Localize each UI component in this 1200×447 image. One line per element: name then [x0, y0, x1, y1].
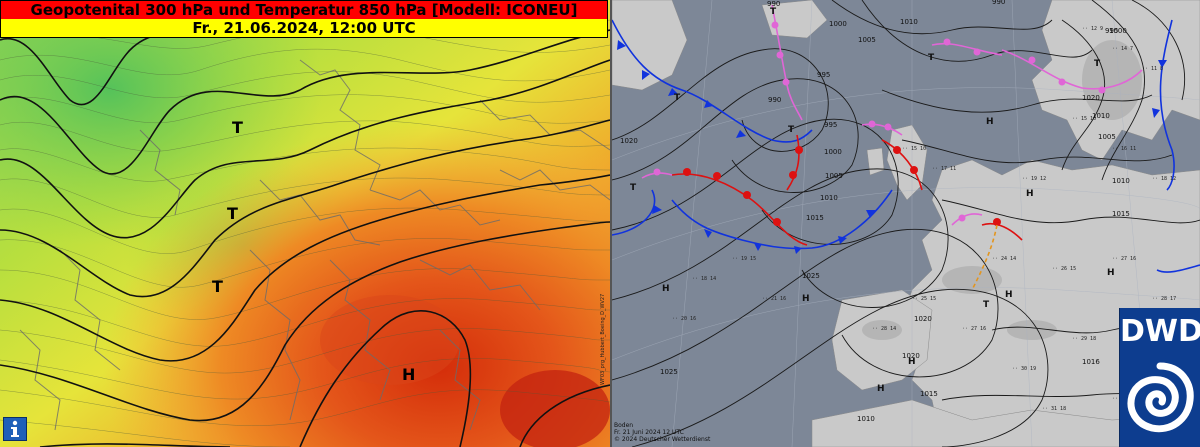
- svg-text:·· 20 16: ·· 20 16: [672, 316, 696, 322]
- isobar-label: 1005: [1098, 133, 1116, 141]
- svg-text:·· 24 14: ·· 24 14: [992, 256, 1016, 262]
- isobar-label: 1020: [914, 315, 932, 323]
- low-center-label: T: [770, 7, 777, 17]
- map-title: Geopotenital 300 hPa und Temperatur 850 …: [1, 1, 607, 19]
- svg-text:·· 28 17: ·· 28 17: [1152, 296, 1176, 302]
- map-id-label: WF03_prg_Hubbert_Boeing_D_WV27: [600, 294, 606, 385]
- svg-text:·· 26 15: ·· 26 15: [1052, 266, 1076, 272]
- isobar-label: 1000: [824, 148, 842, 156]
- isobar-label: 995: [817, 71, 830, 79]
- low-pressure-label: T: [212, 277, 223, 296]
- isobar-label: 1020: [1082, 94, 1100, 102]
- isobar-label: 1020: [902, 352, 920, 360]
- isobar-label: 1010: [820, 194, 838, 202]
- svg-text:·· 18 12: ·· 18 12: [1152, 176, 1176, 182]
- low-center-label: T: [1094, 59, 1101, 69]
- isobar-label: 1025: [660, 368, 678, 376]
- high-pressure-label: H: [402, 365, 415, 384]
- info-button[interactable]: [3, 417, 27, 441]
- map-footer: Boden Fr. 21 Juni 2024 12 UTC © 2024 Deu…: [614, 422, 710, 443]
- logo-text: DWD: [1120, 314, 1200, 349]
- isobar-label: 990: [768, 96, 781, 104]
- isobar-label: 1005: [858, 36, 876, 44]
- svg-text:·· 15 10: ·· 15 10: [1072, 116, 1096, 122]
- isobar-label: 990: [992, 0, 1005, 6]
- map-datetime: Fr., 21.06.2024, 12:00 UTC: [1, 19, 607, 37]
- svg-text:·· 16 11: ·· 16 11: [1112, 146, 1136, 152]
- svg-text:·· 11 8: ·· 11 8: [1142, 66, 1163, 72]
- isobar-label: 1015: [1112, 210, 1130, 218]
- isobar-label: 1010: [900, 18, 918, 26]
- svg-text:·· 31 18: ·· 31 18: [1042, 406, 1066, 412]
- low-center-label: T: [630, 183, 637, 193]
- high-center-label: H: [1107, 268, 1115, 278]
- isobar-label: 1025: [802, 272, 820, 280]
- dwd-logo[interactable]: DWD: [1119, 308, 1200, 447]
- low-pressure-label: T: [227, 204, 238, 223]
- isobar-label: 1020: [620, 137, 638, 145]
- isobar-label: 995: [1105, 27, 1118, 35]
- copyright-notice: © 2024 Deutscher Wetterdienst: [614, 436, 711, 443]
- low-pressure-label: T: [232, 118, 243, 137]
- svg-text:·· 14 7: ·· 14 7: [1112, 46, 1133, 52]
- high-center-label: H: [877, 384, 885, 394]
- isobar-label: 1005: [825, 172, 843, 180]
- low-center-label: T: [928, 53, 935, 63]
- surface-analysis-map: ·· 12 9 ·· 14 7 ·· 11 8 ·· 15 10 ·· 16 11 ·…: [612, 0, 1200, 447]
- high-center-label: H: [986, 117, 994, 127]
- low-center-label: T: [788, 125, 795, 135]
- svg-text:·· 12 9: ·· 12 9: [1082, 26, 1103, 32]
- svg-text:·· 30 19: ·· 30 19: [1012, 366, 1036, 372]
- isobar-label: 1015: [920, 390, 938, 398]
- geopotential-temperature-map: T T T H WF03_prg_Hubbert_Boeing_D_WV27 G…: [0, 0, 610, 447]
- svg-text:·· 18 14: ·· 18 14: [692, 276, 716, 282]
- map-title-box: Geopotenital 300 hPa und Temperatur 850 …: [0, 0, 608, 38]
- temperature-field: T T T H WF03_prg_Hubbert_Boeing_D_WV27: [0, 0, 610, 447]
- isobar-label: 1010: [1112, 177, 1130, 185]
- svg-text:·· 19 12: ·· 19 12: [1022, 176, 1046, 182]
- swirl-icon: [1127, 362, 1194, 433]
- map-valid-time: Fr. 21 Juni 2024 12 UTC: [614, 429, 684, 436]
- high-center-label: H: [1026, 189, 1034, 199]
- map-level-label: Boden: [614, 422, 634, 429]
- svg-text:·· 27 16: ·· 27 16: [962, 326, 986, 332]
- svg-text:·· 29 18: ·· 29 18: [1072, 336, 1096, 342]
- high-center-label: H: [1005, 290, 1013, 300]
- isobar-label: 990: [767, 0, 780, 8]
- isobar-label: 1010: [1092, 112, 1110, 120]
- panel-divider: [610, 0, 612, 447]
- isobar-label: 1010: [857, 415, 875, 423]
- high-center-label: H: [662, 284, 670, 294]
- svg-text:·· 17 11: ·· 17 11: [932, 166, 956, 172]
- svg-text:·· 28 14: ·· 28 14: [872, 326, 896, 332]
- info-icon: [11, 420, 19, 437]
- isobar-label: 1000: [829, 20, 847, 28]
- isobar-label: 1016: [1082, 358, 1100, 366]
- surface-map-canvas: ·· 12 9 ·· 14 7 ·· 11 8 ·· 15 10 ·· 16 11 ·…: [612, 0, 1200, 447]
- low-center-label: T: [674, 93, 681, 103]
- svg-text:·· 19 15: ·· 19 15: [732, 256, 756, 262]
- svg-text:·· 21 16: ·· 21 16: [762, 296, 786, 302]
- isobar-label: 995: [824, 121, 837, 129]
- svg-text:·· 27 16: ·· 27 16: [1112, 256, 1136, 262]
- isobar-label: 1000: [1109, 27, 1127, 35]
- high-center-label: H: [908, 357, 916, 367]
- svg-text:·· 25 15: ·· 25 15: [912, 296, 936, 302]
- isobar-label: 1015: [806, 214, 824, 222]
- low-center-label: T: [983, 300, 990, 310]
- high-center-label: H: [802, 294, 810, 304]
- svg-text:·· 15 10: ·· 15 10: [902, 146, 926, 152]
